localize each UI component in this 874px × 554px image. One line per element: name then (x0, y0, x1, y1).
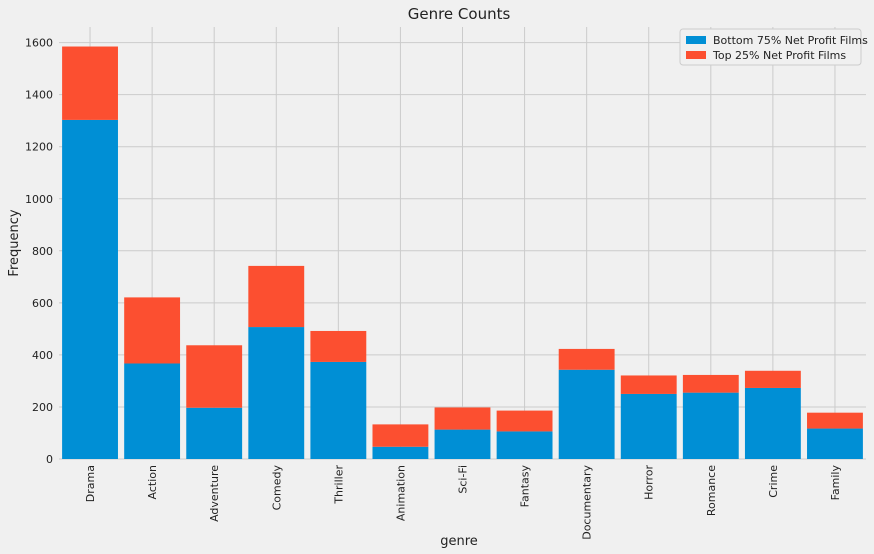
bar-documentary-series-0 (558, 369, 615, 459)
bar-thriller-series-1 (310, 330, 367, 362)
x-axis-label: genre (440, 534, 478, 549)
y-tick-label: 400 (32, 349, 53, 362)
bar-adventure-series-0 (186, 407, 243, 459)
bar-comedy-series-1 (248, 265, 305, 328)
bars (62, 46, 863, 460)
x-tick-label: Sci-Fi (457, 465, 470, 494)
legend-swatch (686, 51, 706, 59)
y-tick-label: 800 (32, 245, 53, 258)
bar-romance-series-0 (682, 392, 739, 459)
x-tick-label: Crime (767, 465, 780, 498)
bar-family-series-0 (807, 428, 863, 459)
x-tick-label: Romance (705, 465, 718, 516)
x-tick-label: Adventure (208, 465, 221, 522)
bar-documentary-series-1 (558, 348, 615, 370)
bar-horror-series-1 (620, 375, 677, 394)
bar-crime-series-0 (744, 387, 801, 459)
bar-fantasy-series-0 (496, 431, 553, 459)
x-tick-label: Fantasy (519, 465, 532, 508)
legend-entry: Top 25% Net Profit Films (712, 49, 846, 62)
legend-swatch (686, 36, 706, 44)
x-tick-label: Documentary (581, 465, 594, 540)
bar-animation-series-1 (372, 424, 429, 447)
x-tick-label: Animation (394, 465, 407, 521)
y-tick-label: 1000 (25, 193, 53, 206)
bar-comedy-series-0 (248, 327, 305, 459)
bar-family-series-1 (807, 412, 863, 429)
bar-romance-series-1 (682, 374, 739, 393)
bar-horror-series-0 (620, 393, 677, 459)
y-tick-label: 1600 (25, 37, 53, 50)
x-tick-label: Family (829, 465, 842, 501)
bar-crime-series-1 (744, 370, 801, 388)
legend: Bottom 75% Net Profit Films Top 25% Net P… (679, 28, 868, 66)
bar-sci-fi-series-0 (434, 429, 491, 459)
y-tick-label: 0 (46, 453, 53, 466)
y-axis-label: Frequency (7, 209, 22, 276)
y-tick-label: 1200 (25, 141, 53, 154)
bar-action-series-0 (124, 363, 181, 459)
bar-drama-series-0 (62, 119, 118, 460)
y-tick-label: 600 (32, 297, 53, 310)
bar-thriller-series-0 (310, 361, 367, 459)
x-tick-label: Horror (643, 465, 656, 500)
legend-entry: Bottom 75% Net Profit Films (713, 34, 868, 47)
bar-action-series-1 (124, 297, 181, 364)
x-tick-label: Thriller (332, 465, 345, 505)
bar-fantasy-series-1 (496, 410, 553, 432)
chart-title: Genre Counts (408, 5, 511, 23)
x-tick-label: Comedy (270, 465, 283, 511)
legend-box (679, 28, 862, 66)
y-tick-labels: 0 200 400 600 800 1000 1200 1400 1600 (25, 37, 53, 466)
x-tick-label: Action (146, 465, 159, 499)
y-tick-label: 1400 (25, 89, 53, 102)
y-tick-label: 200 (32, 401, 53, 414)
x-tick-labels: Drama Action Adventure Comedy Thriller Animat… (84, 465, 842, 540)
bar-drama-series-1 (62, 46, 118, 120)
x-tick-label: Drama (84, 465, 97, 502)
bar-animation-series-0 (372, 446, 429, 459)
bar-adventure-series-1 (186, 345, 243, 408)
bar-sci-fi-series-1 (434, 407, 491, 430)
